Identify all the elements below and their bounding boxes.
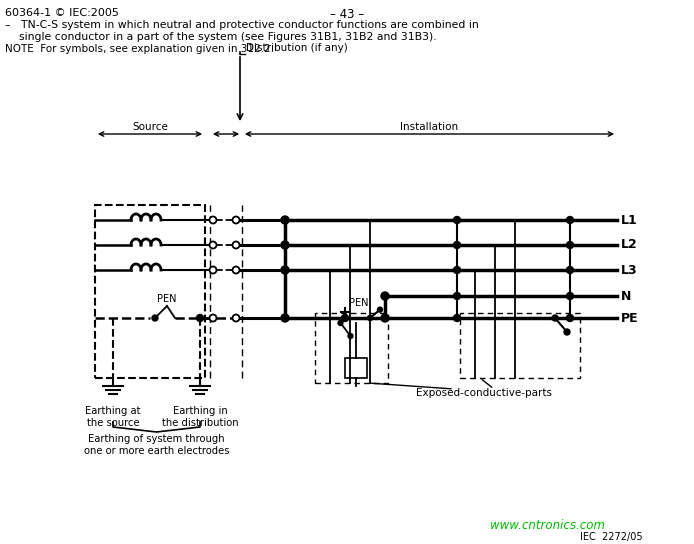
Text: NOTE  For symbols, see explanation given in 312.2.: NOTE For symbols, see explanation given … [5, 44, 274, 54]
Text: Earthing in
the distribution: Earthing in the distribution [162, 406, 238, 428]
Circle shape [453, 293, 461, 300]
Circle shape [281, 314, 289, 322]
Text: L3: L3 [621, 263, 638, 276]
Bar [315, 313, 388, 383]
Circle shape [453, 217, 461, 224]
Text: L1: L1 [621, 213, 638, 226]
Text: Distribution (if any): Distribution (if any) [246, 43, 348, 53]
Circle shape [232, 242, 239, 249]
Circle shape [348, 333, 353, 338]
Circle shape [196, 314, 203, 322]
Circle shape [281, 266, 289, 274]
Circle shape [566, 242, 573, 249]
Text: – 43 –: – 43 – [330, 8, 364, 21]
Circle shape [453, 242, 461, 249]
Circle shape [566, 217, 573, 224]
Text: Exposed-conductive-parts: Exposed-conductive-parts [416, 388, 552, 398]
Circle shape [453, 267, 461, 274]
Text: single conductor in a part of the system (see Figures 31B1, 31B2 and 31B3).: single conductor in a part of the system… [5, 32, 437, 42]
Circle shape [566, 314, 573, 322]
Text: PE: PE [621, 312, 638, 325]
Circle shape [564, 329, 570, 335]
Circle shape [338, 320, 343, 325]
Bar [95, 205, 205, 378]
Circle shape [281, 216, 289, 224]
Text: L2: L2 [621, 238, 638, 251]
Circle shape [552, 315, 558, 321]
Circle shape [152, 315, 158, 321]
Text: N: N [621, 289, 632, 302]
Text: –   TN-C-S system in which neutral and protective conductor functions are combin: – TN-C-S system in which neutral and pro… [5, 20, 479, 30]
Text: IEC  2272/05: IEC 2272/05 [580, 532, 643, 542]
Circle shape [453, 314, 461, 322]
Bar [346, 358, 368, 378]
Circle shape [381, 314, 389, 322]
Circle shape [232, 314, 239, 322]
Circle shape [210, 314, 217, 322]
Circle shape [210, 217, 217, 224]
Circle shape [566, 267, 573, 274]
Circle shape [341, 314, 348, 322]
Circle shape [232, 217, 239, 224]
Circle shape [368, 316, 373, 320]
Text: Installation: Installation [400, 122, 459, 132]
Bar [460, 313, 580, 378]
Text: Earthing at
the source: Earthing at the source [85, 406, 141, 428]
Circle shape [281, 241, 289, 249]
Circle shape [381, 292, 389, 300]
Text: Earthing of system through
one or more earth electrodes: Earthing of system through one or more e… [84, 434, 229, 456]
Circle shape [210, 267, 217, 274]
Circle shape [378, 307, 382, 312]
Circle shape [210, 242, 217, 249]
Text: Source: Source [132, 122, 168, 132]
Text: 60364-1 © IEC:2005: 60364-1 © IEC:2005 [5, 8, 119, 18]
Text: PEN: PEN [349, 298, 369, 308]
Circle shape [232, 267, 239, 274]
Text: PEN: PEN [157, 294, 176, 304]
Text: www.cntronics.com: www.cntronics.com [490, 519, 605, 532]
Circle shape [566, 293, 573, 300]
